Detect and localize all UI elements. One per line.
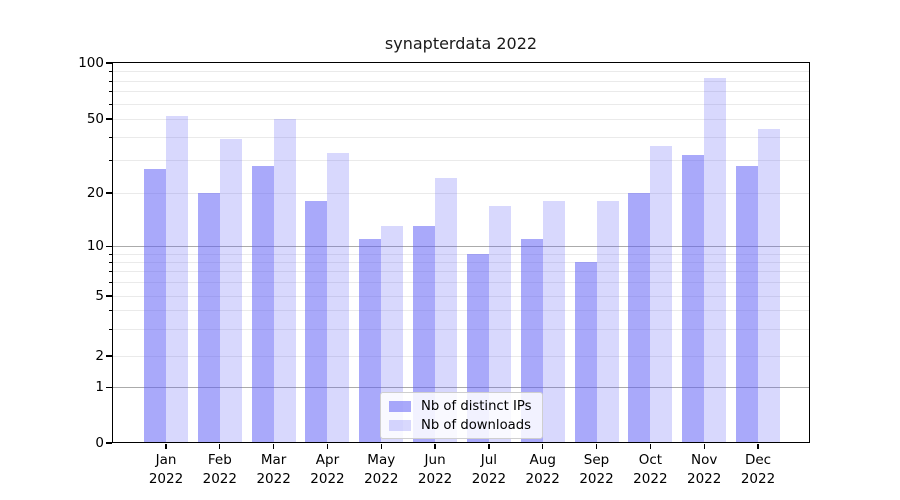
y-tick-label: 100 xyxy=(78,54,104,71)
x-tick-month: Sep xyxy=(583,452,610,468)
x-axis-tick xyxy=(649,443,651,449)
x-tick-month: May xyxy=(367,452,396,468)
x-tick-label: Nov 2022 xyxy=(673,451,735,489)
x-tick-year: 2022 xyxy=(310,471,345,487)
x-axis-tick xyxy=(219,443,221,449)
x-tick-label: Apr 2022 xyxy=(296,451,358,489)
y-tick-label: 1 xyxy=(95,379,104,395)
x-tick-year: 2022 xyxy=(633,471,668,487)
x-tick-year: 2022 xyxy=(256,471,291,487)
x-tick-year: 2022 xyxy=(417,471,453,487)
x-axis-tick xyxy=(703,443,705,449)
x-tick-year: 2022 xyxy=(364,471,399,487)
x-axis-tick xyxy=(165,443,167,449)
y-tick-label: 10 xyxy=(86,238,104,254)
legend-label-downloads: Nb of downloads xyxy=(421,417,531,433)
x-tick-label: Feb 2022 xyxy=(189,451,251,489)
x-tick-month: Feb xyxy=(207,452,232,468)
y-tick-label: 50 xyxy=(86,110,104,127)
x-tick-label: Jan 2022 xyxy=(135,451,197,489)
x-tick-year: 2022 xyxy=(686,471,722,487)
x-tick-month: Dec xyxy=(744,452,772,468)
x-tick-label: Mar 2022 xyxy=(243,451,305,489)
x-axis-tick xyxy=(380,443,382,449)
x-tick-month: Mar xyxy=(260,452,287,468)
x-tick-label: Oct 2022 xyxy=(619,451,681,489)
legend-swatch-distinct-ips xyxy=(389,400,411,412)
x-tick-year: 2022 xyxy=(471,471,507,487)
x-tick-year: 2022 xyxy=(525,471,560,487)
x-axis-tick xyxy=(595,443,598,449)
x-axis-tick xyxy=(326,443,329,449)
x-tick-label: Jul 2022 xyxy=(458,451,520,489)
x-tick-month: Jun xyxy=(424,452,446,468)
legend-label-distinct-ips: Nb of distinct IPs xyxy=(421,398,532,414)
x-tick-month: Apr xyxy=(315,452,340,468)
x-tick-year: 2022 xyxy=(148,471,184,487)
chart-title: synapterdata 2022 xyxy=(384,34,538,53)
y-tick-label: 0 xyxy=(95,434,104,451)
x-tick-year: 2022 xyxy=(579,471,614,487)
x-axis-tick xyxy=(488,443,490,449)
x-tick-label: Jun 2022 xyxy=(404,451,466,489)
x-tick-label: Dec 2022 xyxy=(727,451,789,489)
x-tick-year: 2022 xyxy=(740,471,776,487)
x-tick-month: Jul xyxy=(480,452,498,468)
x-tick-label: Aug 2022 xyxy=(512,451,574,489)
legend-item-distinct-ips: Nb of distinct IPs xyxy=(389,398,532,414)
x-axis-tick xyxy=(434,443,436,449)
x-tick-month: Aug xyxy=(529,452,556,468)
legend-item-downloads: Nb of downloads xyxy=(389,417,532,433)
x-tick-month: Jan xyxy=(155,452,177,468)
plot-area-border xyxy=(112,62,810,443)
x-tick-label: Sep 2022 xyxy=(566,451,628,489)
legend: Nb of distinct IPs Nb of downloads xyxy=(380,392,543,439)
x-axis-tick xyxy=(757,443,759,449)
x-tick-month: Oct xyxy=(638,452,663,468)
y-tick-label: 5 xyxy=(95,287,104,304)
legend-swatch-downloads xyxy=(389,419,411,431)
y-tick-label: 2 xyxy=(95,347,104,364)
x-tick-label: May 2022 xyxy=(350,451,412,489)
x-tick-year: 2022 xyxy=(202,471,237,487)
x-axis-tick xyxy=(272,443,275,449)
x-tick-month: Nov xyxy=(690,452,718,468)
y-tick-label: 20 xyxy=(86,184,104,201)
x-axis-tick xyxy=(542,443,544,449)
